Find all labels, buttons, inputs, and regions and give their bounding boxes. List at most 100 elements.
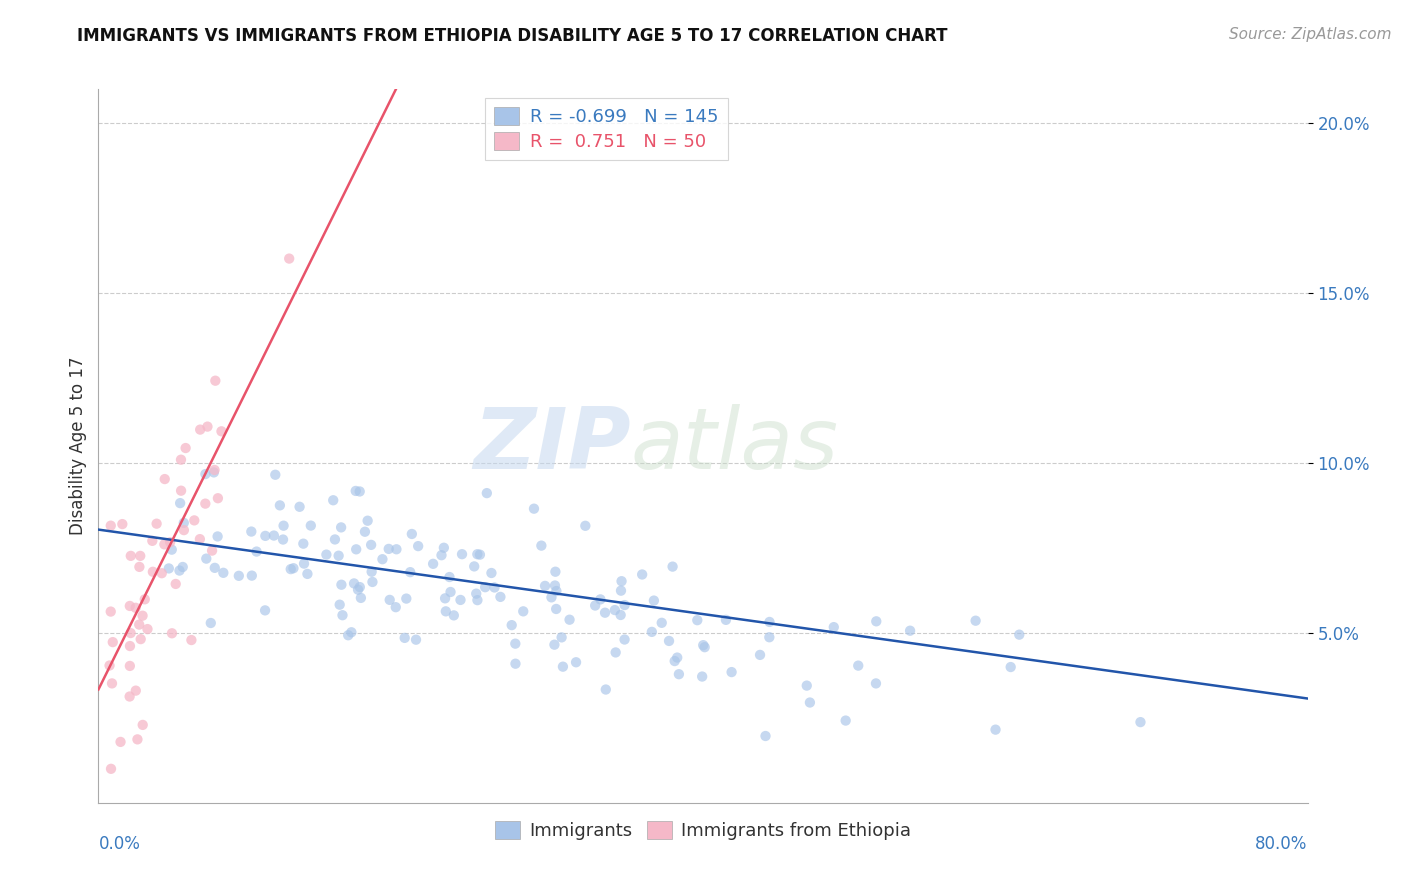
Point — [111, 517, 134, 532]
Point — [159, 535, 181, 549]
Point — [468, 548, 491, 562]
Point — [240, 568, 263, 582]
Text: atlas: atlas — [630, 404, 838, 488]
Point — [344, 483, 367, 498]
Point — [544, 565, 567, 579]
Text: 80.0%: 80.0% — [1256, 835, 1308, 853]
Point — [337, 628, 360, 642]
Point — [467, 593, 489, 607]
Point — [204, 374, 226, 388]
Point — [422, 557, 444, 571]
Point — [467, 547, 489, 561]
Point — [120, 549, 142, 563]
Point — [180, 633, 202, 648]
Point — [692, 638, 714, 652]
Point — [865, 615, 887, 629]
Point — [505, 657, 527, 671]
Point — [1129, 715, 1152, 730]
Point — [124, 600, 146, 615]
Point — [322, 493, 344, 508]
Point — [505, 637, 527, 651]
Point — [264, 467, 287, 482]
Point — [269, 499, 291, 513]
Point — [207, 529, 229, 543]
Point — [474, 580, 496, 594]
Point — [157, 561, 180, 575]
Point — [330, 578, 353, 592]
Point — [796, 679, 818, 693]
Point — [360, 565, 382, 579]
Point — [758, 615, 780, 629]
Point — [153, 537, 176, 551]
Point — [371, 552, 394, 566]
Point — [558, 613, 581, 627]
Point — [118, 599, 141, 613]
Point — [110, 735, 132, 749]
Point — [245, 544, 267, 558]
Point — [273, 518, 295, 533]
Point — [118, 690, 141, 704]
Point — [254, 603, 277, 617]
Point — [173, 523, 195, 537]
Point — [550, 631, 572, 645]
Point — [134, 592, 156, 607]
Point — [131, 608, 153, 623]
Point — [405, 632, 427, 647]
Point — [354, 524, 377, 539]
Point — [512, 604, 534, 618]
Point — [350, 591, 373, 605]
Point — [202, 466, 225, 480]
Text: Source: ZipAtlas.com: Source: ZipAtlas.com — [1229, 27, 1392, 42]
Point — [172, 560, 194, 574]
Point — [228, 569, 250, 583]
Point — [475, 486, 498, 500]
Point — [194, 497, 217, 511]
Point — [434, 604, 457, 618]
Point — [631, 567, 654, 582]
Point — [595, 682, 617, 697]
Point — [501, 618, 523, 632]
Point — [263, 528, 285, 542]
Point — [349, 484, 371, 499]
Point — [439, 570, 461, 584]
Point — [153, 472, 176, 486]
Point — [754, 729, 776, 743]
Point — [118, 659, 141, 673]
Point — [271, 533, 294, 547]
Point — [100, 762, 122, 776]
Point — [330, 520, 353, 534]
Point — [661, 559, 683, 574]
Point — [1008, 627, 1031, 641]
Point — [846, 658, 869, 673]
Legend: Immigrants, Immigrants from Ethiopia: Immigrants, Immigrants from Ethiopia — [488, 814, 918, 847]
Point — [384, 600, 406, 615]
Point — [749, 648, 772, 662]
Point — [344, 542, 367, 557]
Point — [643, 593, 665, 607]
Point — [127, 732, 149, 747]
Point — [540, 591, 562, 605]
Point — [613, 632, 636, 647]
Point — [666, 650, 689, 665]
Point — [434, 591, 457, 606]
Point — [98, 658, 121, 673]
Point — [758, 630, 780, 644]
Point — [128, 617, 150, 632]
Point — [543, 638, 565, 652]
Point — [200, 615, 222, 630]
Point — [686, 613, 709, 627]
Point — [609, 607, 631, 622]
Point — [465, 587, 488, 601]
Point — [170, 452, 193, 467]
Point — [823, 620, 845, 634]
Point — [523, 501, 546, 516]
Point — [430, 548, 453, 562]
Point — [589, 592, 612, 607]
Point — [197, 419, 219, 434]
Point — [188, 532, 211, 546]
Point — [546, 602, 568, 616]
Point — [315, 548, 337, 562]
Point — [194, 467, 217, 481]
Point — [169, 564, 191, 578]
Point — [714, 613, 737, 627]
